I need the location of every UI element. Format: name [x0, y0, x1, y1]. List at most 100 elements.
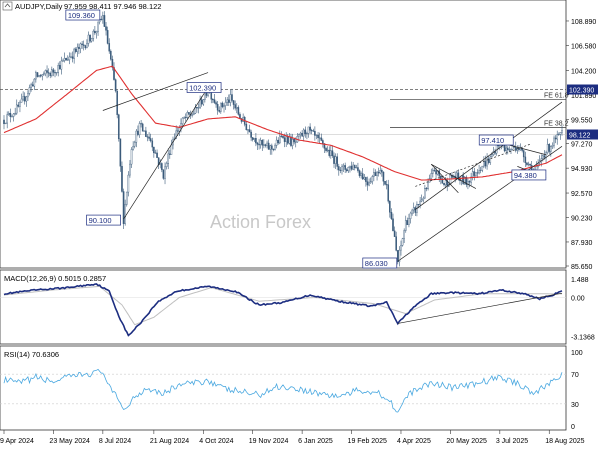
candle-body: [59, 65, 61, 70]
candle-body: [414, 207, 417, 213]
candle-body: [63, 58, 66, 61]
x-tick-label: 4 Oct 2024: [199, 438, 233, 445]
candle-body: [82, 44, 85, 46]
candle-body: [145, 130, 147, 137]
candle-body: [239, 114, 241, 119]
candle-body: [6, 114, 8, 124]
candle-body: [153, 146, 155, 154]
candle-body: [248, 129, 251, 133]
candle-body: [290, 136, 292, 146]
candle-body: [221, 102, 224, 108]
candle-body: [419, 200, 421, 206]
candle-body: [304, 129, 307, 135]
candle-body: [151, 140, 154, 148]
candle-body: [401, 238, 404, 246]
candle-body: [443, 183, 445, 186]
candle-body: [487, 158, 490, 163]
candle-body: [505, 147, 508, 152]
candle-body: [94, 30, 96, 34]
price-y-tick-label: 90.230: [571, 216, 593, 223]
candle-body: [186, 112, 189, 118]
candle-body: [25, 96, 28, 102]
macd-signal-line: [3, 285, 562, 326]
chart-title: AUDJPY,Daily: [15, 2, 63, 11]
candle-body: [338, 166, 340, 171]
x-tick-label: 9 Apr 2024: [0, 438, 34, 445]
annotation-label: 102.390: [189, 84, 216, 93]
candle-body: [398, 249, 401, 263]
candle-body: [220, 102, 222, 112]
candle-body: [143, 130, 146, 132]
candle-body: [237, 107, 240, 115]
candle-body: [20, 98, 23, 103]
candle-body: [427, 181, 429, 189]
collapse-icon[interactable]: [2, 1, 13, 11]
candle-body: [389, 200, 391, 213]
candle-body: [81, 43, 83, 45]
candle-body: [559, 132, 562, 135]
candle-body: [417, 203, 420, 206]
candle-body: [339, 169, 342, 171]
candle-body: [31, 84, 34, 87]
candle-body: [146, 136, 149, 138]
candle-body: [412, 207, 415, 211]
candle-body: [62, 60, 64, 62]
candle-body: [422, 197, 425, 201]
candle-body: [342, 165, 345, 167]
candle-body: [231, 94, 233, 101]
current-price-badge: [567, 129, 598, 140]
candle-body: [384, 181, 386, 185]
price-y-tick-label: 94.930: [571, 166, 593, 173]
candle-body: [65, 58, 67, 61]
candle-body: [302, 129, 305, 137]
macd-y-tick-label: -3.1368: [571, 334, 595, 341]
candle-body: [180, 123, 182, 129]
candle-body: [350, 165, 353, 170]
candle-body: [258, 144, 260, 146]
candle-body: [360, 173, 362, 176]
candle-body: [4, 122, 7, 125]
price-y-tick-label: 106.580: [571, 43, 596, 50]
x-tick-label: 23 May 2024: [49, 438, 90, 445]
candle-body: [110, 50, 112, 60]
annotation-label: 86.030: [365, 259, 388, 268]
candle-body: [543, 155, 546, 158]
candle-body: [130, 149, 133, 165]
candle-body: [129, 163, 131, 176]
candle-body: [449, 174, 452, 185]
candle-body: [23, 96, 26, 102]
candle-body: [479, 169, 482, 171]
candle-body: [420, 199, 423, 202]
candle-body: [43, 73, 45, 75]
candle-body: [167, 153, 170, 164]
fib-label: FE 61.8: [544, 92, 569, 99]
candle-body: [518, 148, 520, 150]
candle-body: [476, 172, 479, 174]
candle-body: [556, 134, 559, 140]
candle-body: [70, 56, 72, 58]
macd-line: [3, 283, 563, 337]
candle-body: [266, 142, 268, 146]
candle-body: [127, 174, 130, 193]
candle-body: [197, 107, 200, 109]
candle-body: [162, 169, 165, 179]
candle-body: [60, 60, 63, 70]
candle-body: [467, 180, 469, 185]
candle-body: [381, 170, 383, 173]
x-tick-label: 8 Jul 2024: [99, 438, 131, 445]
candle-body: [285, 136, 287, 142]
candle-body: [28, 87, 31, 94]
candle-body: [223, 105, 225, 108]
candle-body: [271, 145, 273, 150]
candle-body: [192, 113, 195, 116]
candle-body: [392, 218, 394, 232]
rsi-y-tick-label: 100: [571, 350, 583, 357]
candle-body: [506, 147, 509, 150]
candle-body: [379, 170, 382, 174]
candle-body: [463, 176, 466, 184]
candle-body: [90, 38, 93, 42]
candle-body: [251, 137, 254, 140]
candle-body: [451, 174, 453, 178]
candle-body: [484, 161, 487, 167]
